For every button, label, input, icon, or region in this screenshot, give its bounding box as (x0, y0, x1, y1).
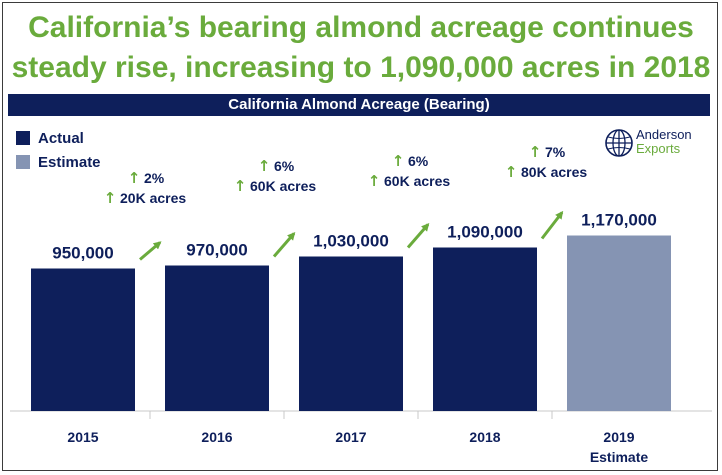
bar-value-label-2018: 1,090,000 (447, 223, 523, 242)
change-acres-2018: 60K acres (384, 173, 450, 189)
change-acres-2019: 80K acres (521, 164, 587, 180)
up-arrow-icon: ↑ (234, 177, 247, 195)
legend-swatch-actual (16, 131, 30, 145)
change-acres-2017: 60K acres (250, 178, 316, 194)
headline-line-2: steady rise, increasing to 1,090,000 acr… (11, 51, 711, 84)
up-arrow-icon: ↑ (529, 143, 542, 161)
up-arrow-icon: ↑ (505, 163, 518, 181)
chart-title: California Almond Acreage (Bearing) (8, 94, 710, 116)
change-pct-2017: 6% (274, 158, 295, 174)
bar-2018 (433, 247, 537, 411)
x-tick-label-2018: 2018 (469, 429, 500, 445)
logo-text-line-1: Anderson (636, 127, 692, 142)
bar-2017 (299, 256, 403, 411)
bar-value-label-2017: 1,030,000 (313, 232, 389, 251)
up-arrow-icon: ↑ (104, 189, 117, 207)
x-tick-label-2019: 2019 (603, 429, 634, 445)
x-tick-label-2015: 2015 (67, 429, 98, 445)
up-arrow-icon: ↑ (368, 172, 381, 190)
legend: Actual Estimate (16, 126, 101, 174)
headline: California’s bearing almond acreage cont… (0, 8, 722, 88)
change-acres-2016: 20K acres (120, 190, 186, 206)
change-pct-2019: 7% (545, 144, 566, 160)
legend-item-actual: Actual (16, 126, 101, 150)
change-pct-2016: 2% (144, 170, 165, 186)
growth-arrow-2017 (272, 231, 296, 258)
growth-arrow-2019 (540, 210, 564, 240)
logo-text-line-2: Exports (636, 141, 681, 156)
bar-value-label-2015: 950,000 (52, 244, 113, 263)
bar-value-label-2019: 1,170,000 (581, 211, 657, 230)
growth-arrow-2018 (406, 222, 430, 249)
bar-value-label-2016: 970,000 (186, 241, 247, 260)
legend-label-estimate: Estimate (38, 153, 101, 171)
legend-item-estimate: Estimate (16, 150, 101, 174)
logo-text: Anderson Exports (636, 128, 692, 156)
x-tick-sublabel-2019: Estimate (590, 449, 649, 465)
up-arrow-icon: ↑ (392, 152, 405, 170)
up-arrow-icon: ↑ (258, 157, 271, 175)
legend-label-actual: Actual (38, 129, 84, 147)
bar-2015 (31, 268, 135, 411)
globe-icon (605, 129, 633, 157)
legend-swatch-estimate (16, 155, 30, 169)
x-tick-label-2017: 2017 (335, 429, 366, 445)
bar-2019 (567, 235, 671, 411)
anderson-exports-logo: Anderson Exports (604, 128, 704, 162)
up-arrow-icon: ↑ (128, 169, 141, 187)
x-tick-label-2016: 2016 (201, 429, 232, 445)
bar-2016 (165, 265, 269, 411)
change-pct-2018: 6% (408, 153, 429, 169)
headline-line-1: California’s bearing almond acreage cont… (28, 11, 694, 44)
growth-arrow-2016 (139, 241, 162, 261)
